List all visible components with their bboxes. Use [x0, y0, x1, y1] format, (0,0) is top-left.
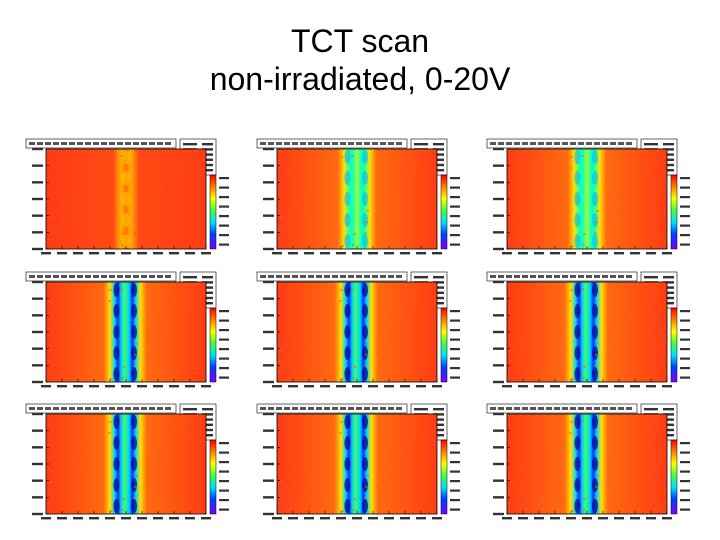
color-palette	[209, 307, 217, 383]
heatmap-area	[507, 149, 667, 249]
heatmap-area	[507, 414, 667, 514]
color-palette	[440, 439, 448, 515]
heatmap-area	[46, 282, 206, 382]
heatmap-area	[507, 282, 667, 382]
color-palette	[440, 307, 448, 383]
heatmap-svg	[256, 271, 460, 388]
heatmap-area	[277, 414, 437, 514]
heatmap-svg	[486, 271, 690, 388]
heatmap-svg	[486, 403, 690, 520]
heatmap-panel-7	[22, 400, 234, 525]
heatmap-area	[277, 149, 437, 249]
heatmap-panel-4	[22, 268, 234, 393]
slide-title: TCT scan non-irradiated, 0-20V	[0, 22, 720, 98]
color-palette	[440, 174, 448, 250]
slide-title-line2: non-irradiated, 0-20V	[209, 61, 511, 97]
heatmap-svg	[486, 138, 690, 255]
heatmap-panel-2	[253, 135, 465, 260]
heatmap-svg	[25, 403, 229, 520]
color-palette	[670, 439, 678, 515]
color-palette	[209, 174, 217, 250]
color-palette	[670, 307, 678, 383]
heatmap-panel-6	[483, 268, 695, 393]
heatmap-panel-9	[483, 400, 695, 525]
heatmap-panel-3	[483, 135, 695, 260]
heatmap-svg	[256, 403, 460, 520]
heatmap-panel-8	[253, 400, 465, 525]
heatmap-svg	[256, 138, 460, 255]
color-palette	[209, 439, 217, 515]
heatmap-area	[277, 282, 437, 382]
heatmap-area	[46, 414, 206, 514]
heatmap-panel-5	[253, 268, 465, 393]
heatmap-panel-1	[22, 135, 234, 260]
heatmap-svg	[25, 138, 229, 255]
heatmap-svg	[25, 271, 229, 388]
slide-title-line1: TCT scan	[290, 23, 430, 59]
color-palette	[670, 174, 678, 250]
